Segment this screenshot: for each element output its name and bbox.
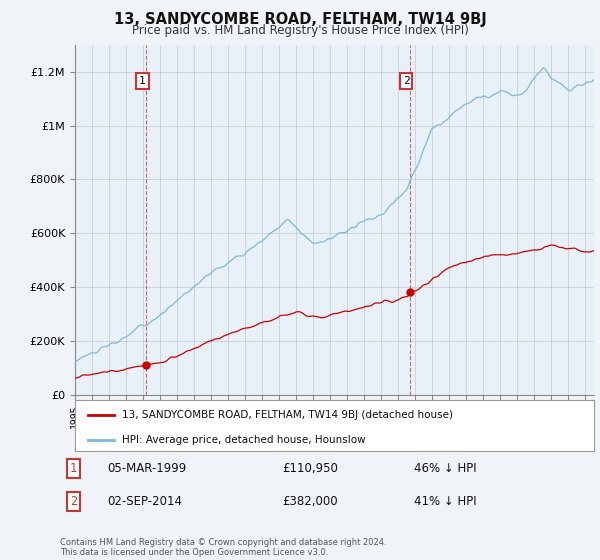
Text: 1: 1: [139, 76, 146, 86]
Text: 46% ↓ HPI: 46% ↓ HPI: [414, 463, 476, 475]
Text: HPI: Average price, detached house, Hounslow: HPI: Average price, detached house, Houn…: [122, 435, 365, 445]
Text: Price paid vs. HM Land Registry's House Price Index (HPI): Price paid vs. HM Land Registry's House …: [131, 24, 469, 36]
Text: 05-MAR-1999: 05-MAR-1999: [107, 463, 187, 475]
Text: 02-SEP-2014: 02-SEP-2014: [107, 495, 182, 508]
Text: 13, SANDYCOMBE ROAD, FELTHAM, TW14 9BJ: 13, SANDYCOMBE ROAD, FELTHAM, TW14 9BJ: [113, 12, 487, 27]
Text: £110,950: £110,950: [282, 463, 338, 475]
Text: 2: 2: [70, 495, 77, 508]
Text: £382,000: £382,000: [282, 495, 337, 508]
Text: Contains HM Land Registry data © Crown copyright and database right 2024.
This d: Contains HM Land Registry data © Crown c…: [60, 538, 386, 557]
Text: 1: 1: [70, 463, 77, 475]
Text: 41% ↓ HPI: 41% ↓ HPI: [414, 495, 476, 508]
Text: 2: 2: [403, 76, 410, 86]
Text: 13, SANDYCOMBE ROAD, FELTHAM, TW14 9BJ (detached house): 13, SANDYCOMBE ROAD, FELTHAM, TW14 9BJ (…: [122, 409, 453, 419]
